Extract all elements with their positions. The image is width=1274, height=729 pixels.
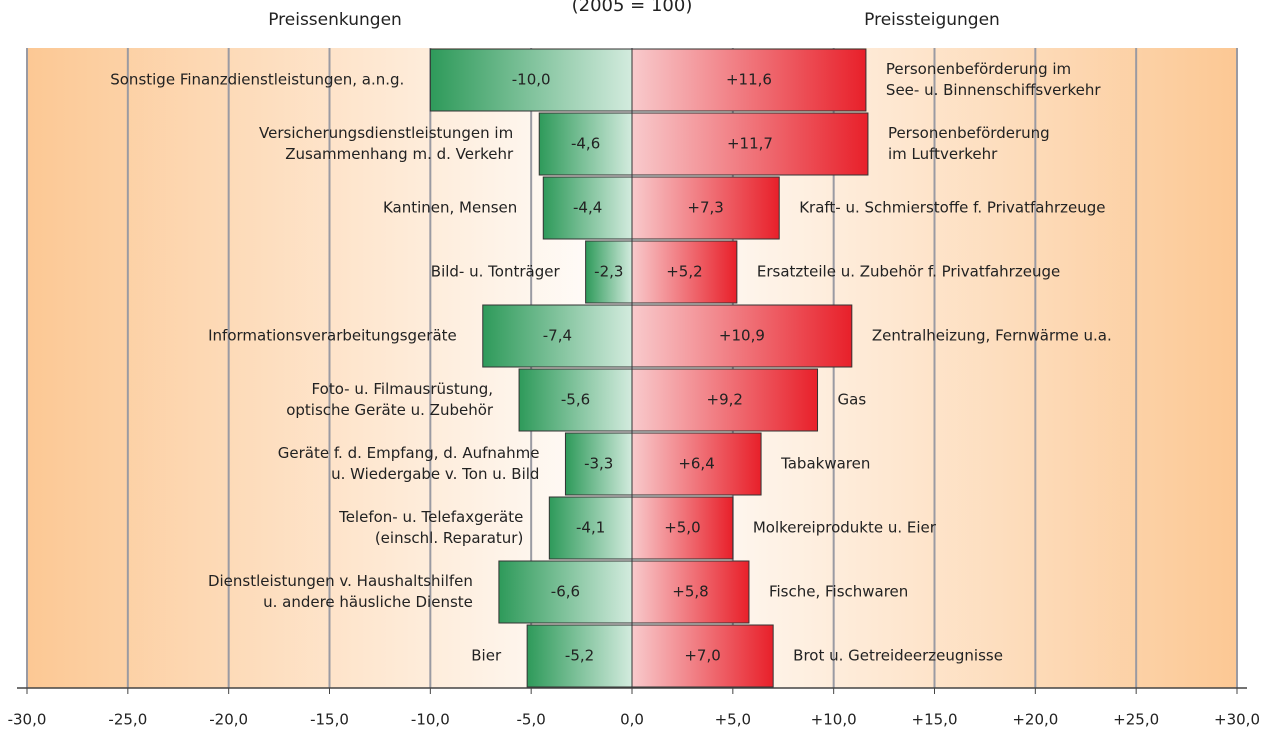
bar — [542, 176, 633, 240]
bar — [631, 240, 738, 304]
x-tick-label: +15,0 — [912, 711, 958, 729]
bar — [564, 432, 633, 496]
category-label: Bild- u. Tonträger — [431, 263, 561, 281]
bar — [631, 496, 734, 560]
value-label: -10,0 — [512, 71, 551, 89]
right-header: Preissteigungen — [864, 10, 1000, 30]
category-label: Zentralheizung, Fernwärme u.a. — [872, 327, 1112, 345]
value-label: -5,2 — [565, 647, 594, 665]
value-label: +9,2 — [707, 391, 743, 409]
value-label: -4,1 — [576, 519, 605, 537]
bar — [631, 624, 774, 688]
value-label: +7,3 — [687, 199, 723, 217]
category-label: Sonstige Finanzdienstleistungen, a.n.g. — [110, 71, 404, 89]
category-label: Tabakwaren — [780, 455, 870, 473]
value-label: +11,6 — [726, 71, 772, 89]
category-label: Geräte f. d. Empfang, d. Aufnahme — [278, 444, 540, 462]
category-label: Bier — [471, 647, 502, 665]
category-label: Dienstleistungen v. Haushaltshilfen — [208, 572, 473, 590]
bar — [631, 368, 819, 432]
category-label: Molkereiprodukte u. Eier — [753, 519, 937, 537]
category-label: Personenbeförderung — [888, 124, 1050, 142]
x-tick-label: +10,0 — [811, 711, 857, 729]
value-label: +5,0 — [664, 519, 700, 537]
category-label: Foto- u. Filmausrüstung, — [312, 380, 494, 398]
bar — [482, 304, 633, 368]
value-label: -4,6 — [571, 135, 600, 153]
category-label: Versicherungsdienstleistungen im — [259, 124, 513, 142]
x-tick-label: -25,0 — [108, 711, 147, 729]
bar — [631, 176, 780, 240]
value-label: -4,4 — [573, 199, 602, 217]
x-tick-label: -5,0 — [517, 711, 546, 729]
value-label: +7,0 — [684, 647, 720, 665]
bar — [631, 48, 867, 112]
value-label: +5,2 — [666, 263, 702, 281]
value-label: +5,8 — [672, 583, 708, 601]
x-tick-label: +30,0 — [1214, 711, 1260, 729]
value-label: -2,3 — [594, 263, 623, 281]
bar — [585, 240, 633, 304]
bar — [548, 496, 633, 560]
bar — [631, 560, 750, 624]
value-label: +10,9 — [719, 327, 765, 345]
x-tick-label: +25,0 — [1113, 711, 1159, 729]
bar — [518, 368, 633, 432]
category-label: Kraft- u. Schmierstoffe f. Privatfahrzeu… — [799, 199, 1105, 217]
x-tick-label: -30,0 — [8, 711, 47, 729]
category-label: See- u. Binnenschiffsverkehr — [886, 81, 1101, 99]
x-tick-label: 0,0 — [620, 711, 644, 729]
x-tick-label: -15,0 — [310, 711, 349, 729]
subtitle: (2005 = 100) — [572, 0, 693, 16]
category-label: Telefon- u. Telefaxgeräte — [338, 508, 523, 526]
category-label: Fische, Fischwaren — [769, 583, 908, 601]
x-tick-label: -20,0 — [209, 711, 248, 729]
category-label: Zusammenhang m. d. Verkehr — [285, 145, 514, 163]
x-tick-label: +20,0 — [1012, 711, 1058, 729]
bar — [631, 432, 762, 496]
category-label: Personenbeförderung im — [886, 60, 1071, 78]
category-label: Ersatzteile u. Zubehör f. Privatfahrzeug… — [757, 263, 1060, 281]
value-label: +11,7 — [727, 135, 773, 153]
value-label: +6,4 — [678, 455, 714, 473]
x-tick-label: -10,0 — [411, 711, 450, 729]
category-label: optische Geräte u. Zubehör — [286, 401, 494, 419]
value-label: -5,6 — [561, 391, 590, 409]
left-header: Preissenkungen — [268, 10, 402, 30]
value-label: -6,6 — [551, 583, 580, 601]
category-label: Informationsverarbeitungsgeräte — [208, 327, 457, 345]
category-label: Kantinen, Mensen — [383, 199, 517, 217]
category-label: u. Wiedergabe v. Ton u. Bild — [331, 465, 539, 483]
category-label: (einschl. Reparatur) — [375, 529, 523, 547]
value-label: -7,4 — [543, 327, 572, 345]
category-label: im Luftverkehr — [888, 145, 998, 163]
category-label: Gas — [838, 391, 867, 409]
category-label: Brot u. Getreideerzeugnisse — [793, 647, 1003, 665]
bar — [631, 304, 853, 368]
category-label: u. andere häusliche Dienste — [263, 593, 473, 611]
x-tick-label: +5,0 — [715, 711, 751, 729]
value-label: -3,3 — [584, 455, 613, 473]
bar — [631, 112, 869, 176]
